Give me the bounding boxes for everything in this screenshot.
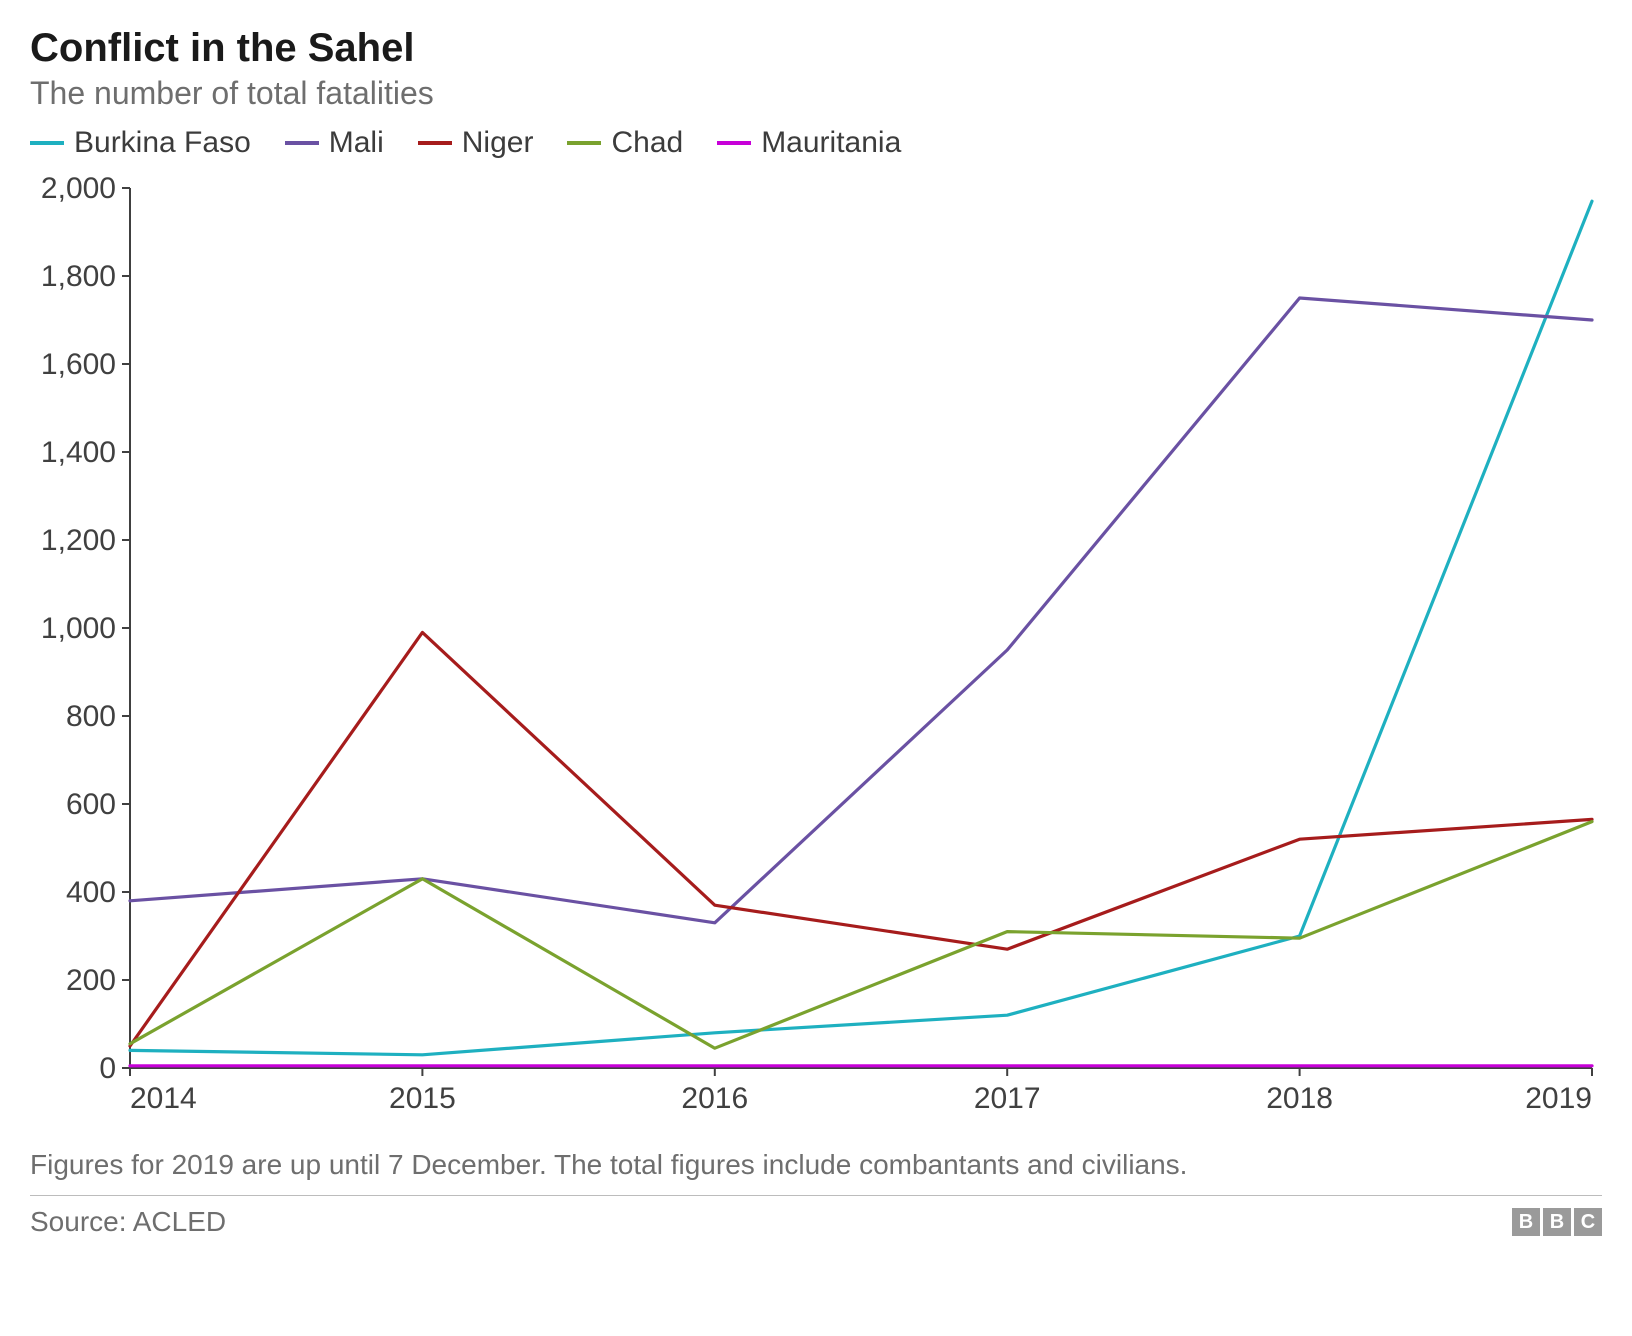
x-tick-label: 2017 <box>974 1082 1041 1115</box>
legend-label: Chad <box>611 126 683 160</box>
y-tick-label: 800 <box>66 700 116 733</box>
y-tick-label: 1,800 <box>41 260 116 293</box>
x-tick-label: 2016 <box>681 1082 748 1115</box>
legend-swatch <box>418 141 452 145</box>
y-tick-label: 1,000 <box>41 612 116 645</box>
series-line <box>130 298 1592 923</box>
y-tick-label: 600 <box>66 788 116 821</box>
x-tick-label: 2014 <box>130 1082 197 1115</box>
y-tick-label: 1,600 <box>41 348 116 381</box>
series-line <box>130 632 1592 1046</box>
source-label: Source: ACLED <box>30 1206 226 1238</box>
x-tick-label: 2015 <box>389 1082 456 1115</box>
bbc-logo-box: B <box>1512 1208 1540 1236</box>
legend-swatch <box>717 141 751 145</box>
legend-swatch <box>30 141 64 145</box>
legend-item: Chad <box>567 126 683 160</box>
y-tick-label: 0 <box>99 1052 116 1085</box>
y-tick-label: 400 <box>66 876 116 909</box>
x-tick-label: 2018 <box>1266 1082 1333 1115</box>
series-line <box>130 822 1592 1049</box>
bbc-logo-box: B <box>1543 1208 1571 1236</box>
legend-label: Burkina Faso <box>74 126 251 160</box>
legend-item: Niger <box>418 126 534 160</box>
y-tick-label: 2,000 <box>41 172 116 205</box>
legend-item: Mali <box>285 126 384 160</box>
legend-label: Niger <box>462 126 534 160</box>
legend-label: Mali <box>329 126 384 160</box>
legend-item: Mauritania <box>717 126 901 160</box>
chart-plot-area: 0 200 400 600 800 1,000 1,200 1,400 1,600 1,800 2,… <box>30 168 1602 1133</box>
legend-swatch <box>285 141 319 145</box>
y-tick-label: 1,200 <box>41 524 116 557</box>
y-tick-label: 200 <box>66 964 116 997</box>
chart-container: Conflict in the Sahel The number of tota… <box>0 0 1632 1336</box>
bbc-logo-box: C <box>1574 1208 1602 1236</box>
chart-footnote: Figures for 2019 are up until 7 December… <box>30 1149 1602 1196</box>
legend-item: Burkina Faso <box>30 126 251 160</box>
bbc-logo: BBC <box>1512 1208 1602 1236</box>
legend-swatch <box>567 141 601 145</box>
line-chart-svg: 0 200 400 600 800 1,000 1,200 1,400 1,600 1,800 2,… <box>30 168 1602 1128</box>
y-tick-label: 1,400 <box>41 436 116 469</box>
x-tick-label: 2019 <box>1525 1082 1592 1115</box>
legend-label: Mauritania <box>761 126 901 160</box>
chart-title: Conflict in the Sahel <box>30 26 1602 71</box>
legend: Burkina Faso Mali Niger Chad Mauritania <box>30 126 1602 160</box>
source-row: Source: ACLED BBC <box>30 1196 1602 1238</box>
chart-subtitle: The number of total fatalities <box>30 75 1602 112</box>
